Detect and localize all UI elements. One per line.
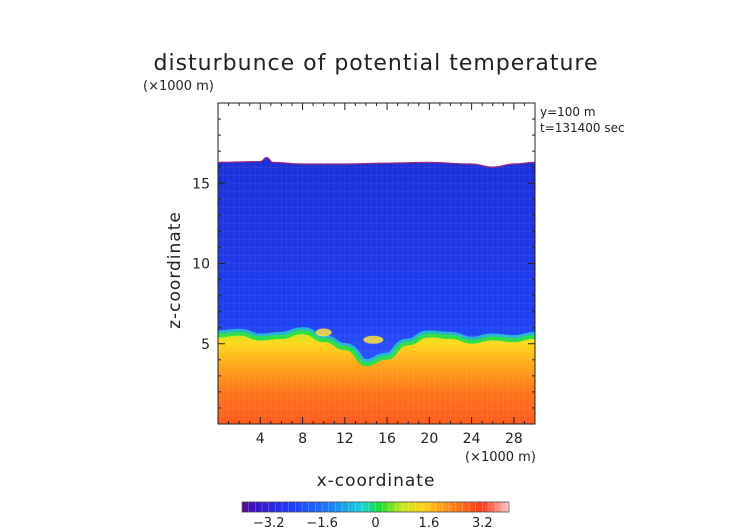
colorbar-tick-label: −1.6 (306, 516, 338, 531)
warm-region (218, 334, 535, 424)
x-axis-label: x-coordinate (317, 471, 436, 491)
x-tick-label: 12 (336, 431, 354, 447)
y-axis-label: z-coordinate (165, 211, 185, 329)
annotation-t: t=131400 sec (540, 121, 625, 135)
colorbar-gradient (241, 501, 510, 513)
colorbar-tick-label: 3.2 (472, 516, 493, 531)
colorbar-tick-label: 1.6 (419, 516, 440, 531)
x-tick-label: 8 (298, 431, 307, 447)
y-tick-label: 15 (192, 176, 210, 192)
plot-area (218, 103, 535, 424)
warm-pocket-1 (363, 335, 384, 344)
x-unit-label: (×1000 m) (465, 450, 536, 465)
colorbar: −3.2 −1.6 0 1.6 3.2 (241, 501, 510, 531)
colorbar-tick-label: 0 (371, 516, 379, 531)
x-tick-label: 4 (256, 431, 265, 447)
y-tick-label: 10 (192, 257, 210, 273)
x-tick-label: 20 (420, 431, 438, 447)
x-tick-label: 16 (378, 431, 396, 447)
annotation-y: y=100 m (540, 105, 596, 119)
chart-title: disturbunce of potential temperature (154, 51, 599, 76)
x-tick-label: 24 (463, 431, 481, 447)
colorbar-tick-label: −3.2 (253, 516, 285, 531)
axes: 4 8 12 16 20 24 28 5 10 15 (192, 102, 536, 447)
field-top-contour (218, 156, 535, 168)
y-unit-label: (×1000 m) (143, 79, 214, 94)
y-tick-label: 5 (201, 337, 210, 353)
x-tick-label: 28 (505, 431, 523, 447)
warm-pocket-0 (315, 328, 332, 337)
